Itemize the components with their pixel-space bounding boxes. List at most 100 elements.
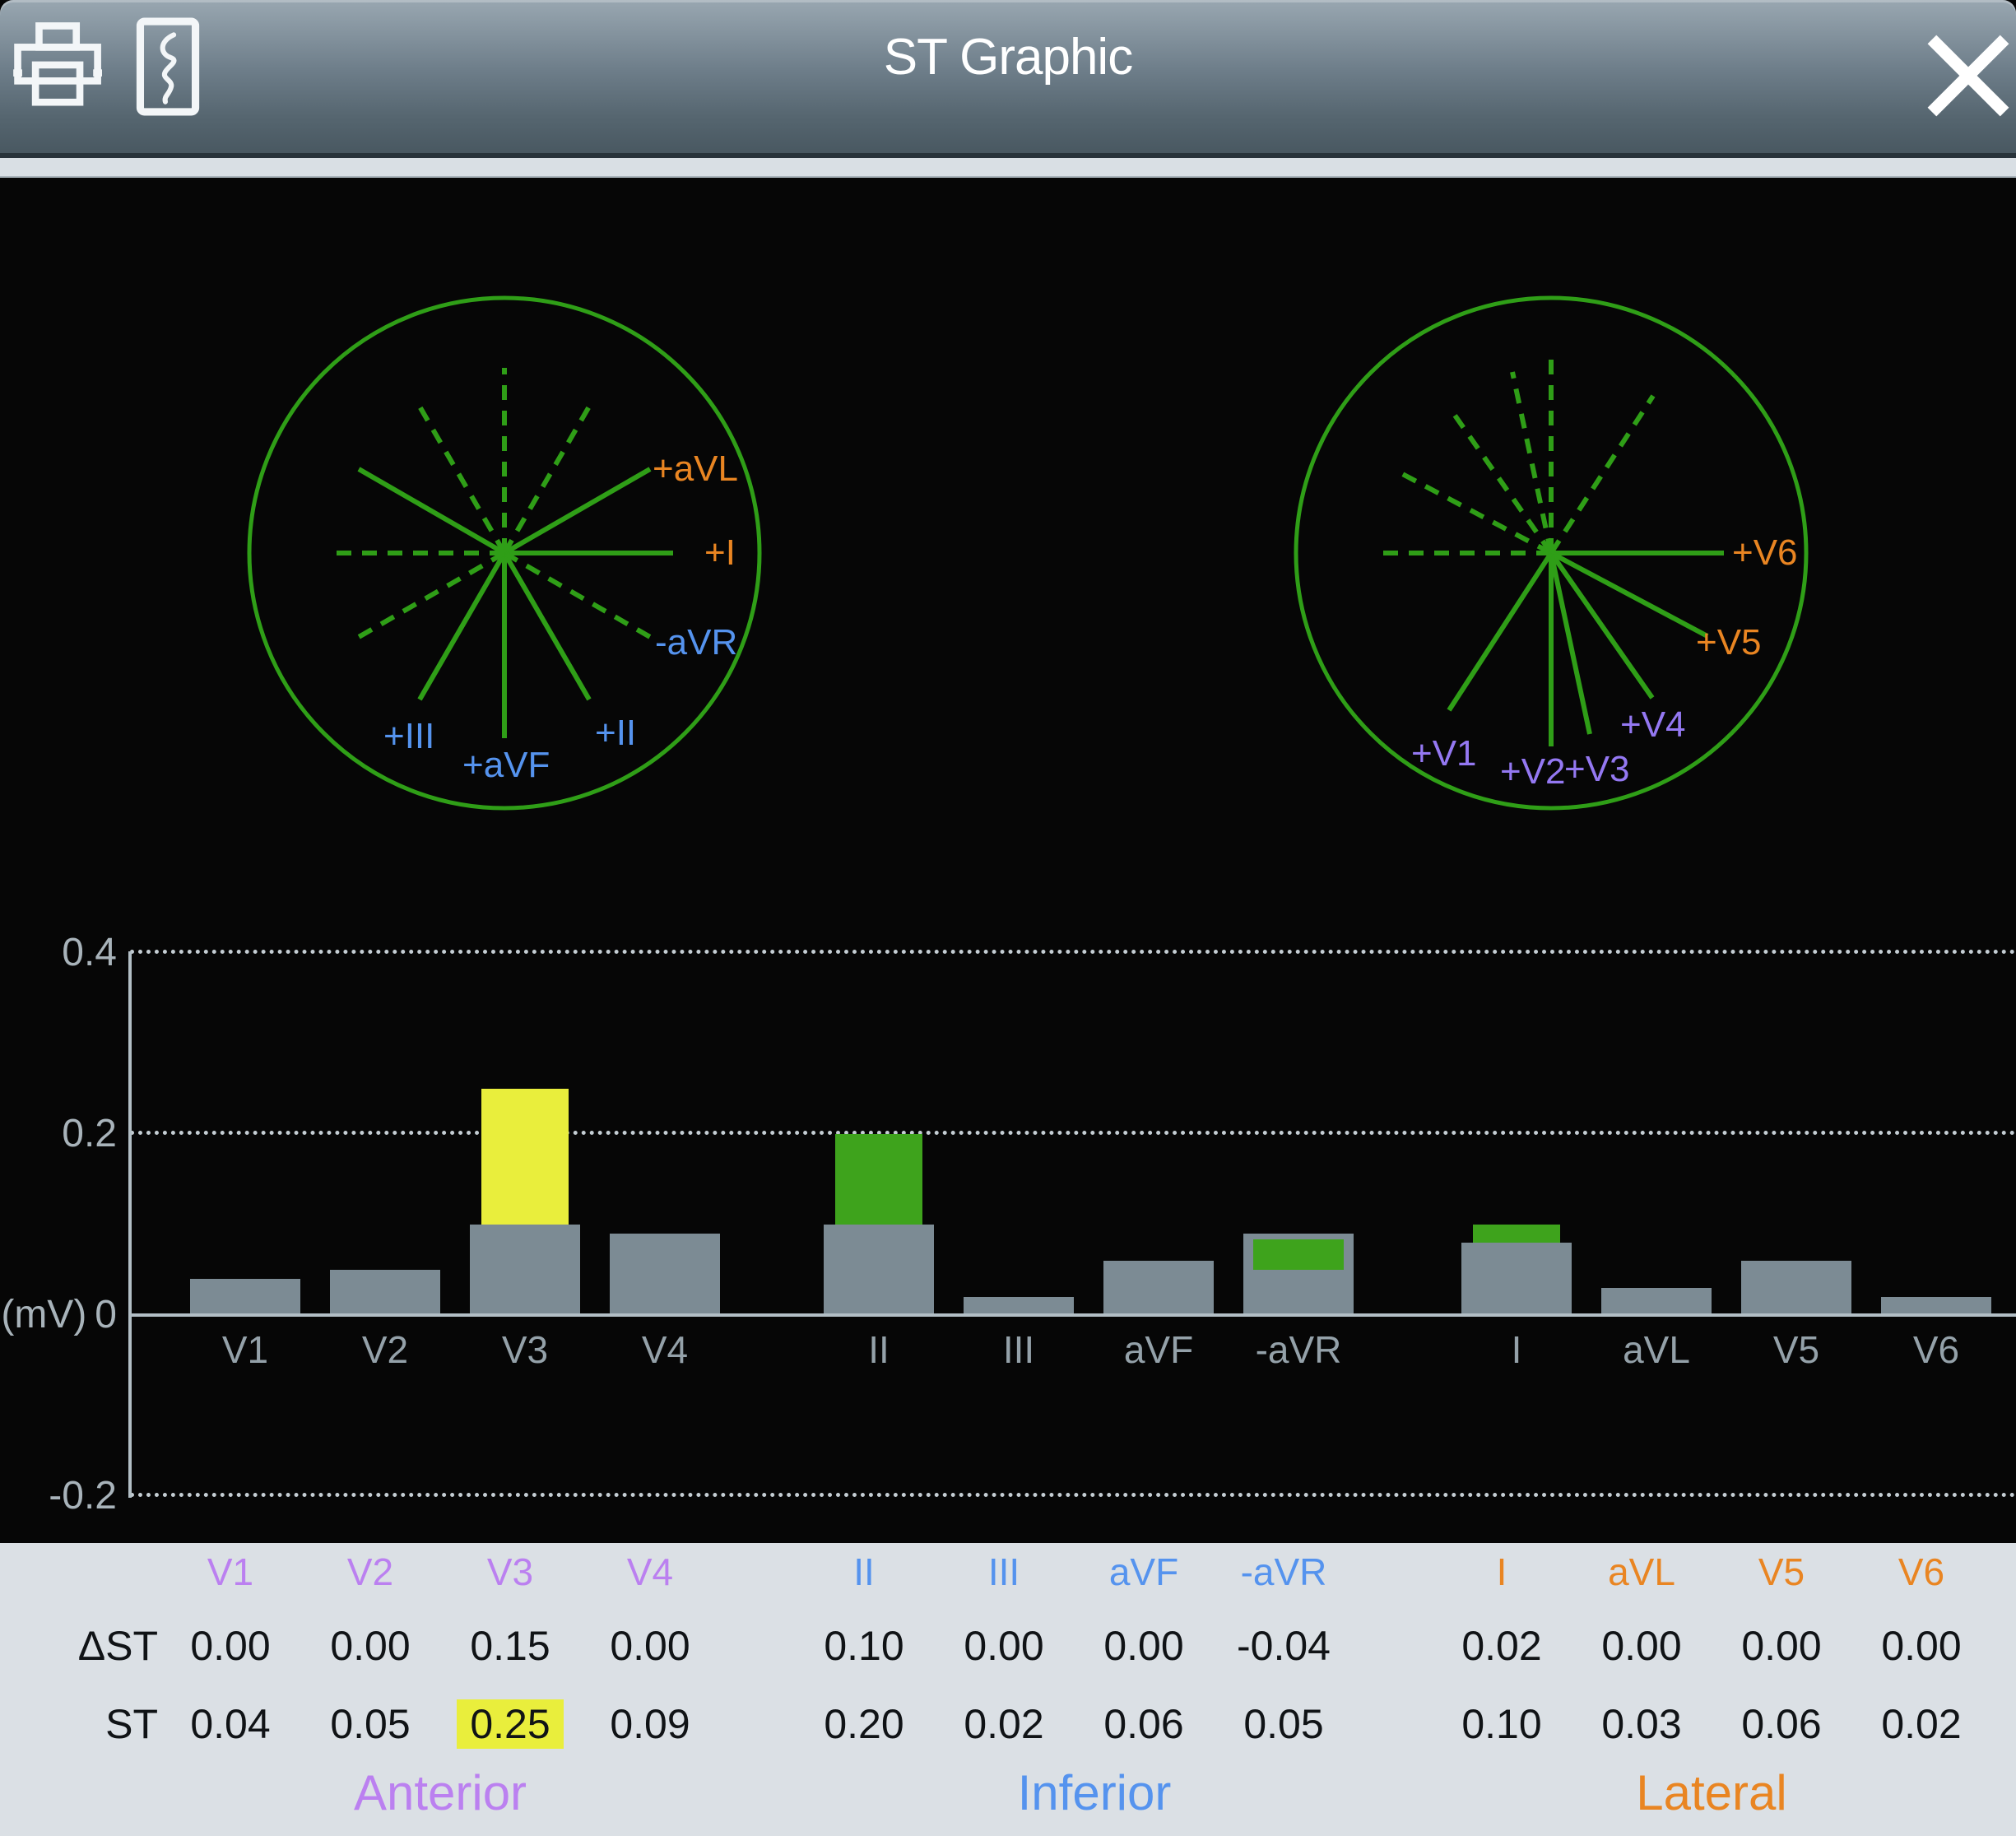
horizontal-axis-diagram: +V6 +V5 +V4 +V3 +V2 +V1 [1294,295,1809,811]
bar-V3 [470,1225,580,1315]
cell-delta-st-V1: 0.00 [190,1623,271,1669]
gridline-0p4 [130,950,2016,954]
horizontal-label-V2: +V2 [1500,751,1566,792]
bar-label-V3: V3 [501,1328,549,1371]
cell-st-II: 0.20 [824,1701,904,1747]
cell-delta-st-V5: 0.00 [1741,1623,1822,1669]
highlighted-st-value: 0.25 [457,1699,564,1749]
group-label-inferior: Inferior [1017,1765,1172,1820]
cell-st-V5: 0.06 [1741,1701,1822,1747]
y-axis-line [128,951,132,1498]
group-label-lateral: Lateral [1636,1765,1787,1820]
cell-st-V2: 0.05 [330,1701,411,1747]
cell-st-aVF: 0.06 [1103,1701,1184,1747]
titlebar-divider [0,158,2016,178]
table-header-II: II [853,1550,875,1593]
bar-label-aVL: aVL [1623,1328,1690,1371]
horizontal-label-V4: +V4 [1620,704,1686,745]
cell-delta-st-III: 0.00 [964,1623,1044,1669]
table-header-V5: V5 [1758,1550,1805,1593]
close-button[interactable] [1921,28,2016,123]
bar-III [964,1297,1074,1315]
print-button[interactable] [12,21,102,110]
recording-strip-icon [130,17,206,119]
y-tick-0.2: 0.2 [62,1112,117,1155]
horizontal-label-V5: +V5 [1696,622,1762,662]
cell-delta-st-V2: 0.00 [330,1623,411,1669]
bar-V2 [330,1270,440,1315]
title-bar: ST Graphic [0,0,2016,158]
table-header--aVR: -aVR [1240,1550,1327,1593]
page-title: ST Graphic [883,29,1133,86]
cell-delta-st-II: 0.10 [824,1623,904,1669]
cell-st-V3: 0.25 [432,1699,588,1749]
y-tick-0: (mV) 0 [1,1293,117,1336]
bar-label-V1: V1 [221,1328,269,1371]
bar-segment-V3 [481,1089,569,1225]
gridline-0p2 [130,1131,2016,1135]
frontal-label-III: +III [383,716,434,756]
frontal-label-I: +I [704,532,736,573]
bar-label-II: II [868,1328,890,1371]
cell-st-I: 0.10 [1461,1701,1542,1747]
horizontal-label-V1: +V1 [1411,733,1477,774]
bar-label-V5: V5 [1772,1328,1820,1371]
table-header-V1: V1 [207,1550,254,1593]
cell-delta-st-V4: 0.00 [610,1623,690,1669]
table-header-III: III [987,1550,1020,1593]
bar-I [1461,1243,1572,1315]
cell-delta-st-aVF: 0.00 [1103,1623,1184,1669]
y-tick--0.2: -0.2 [49,1474,117,1518]
cell-st-V4: 0.09 [610,1701,690,1747]
gridline-neg0p2 [130,1493,2016,1497]
bar-label-V4: V4 [641,1328,689,1371]
table-header-I: I [1496,1550,1507,1593]
bar-V6 [1881,1297,1991,1315]
row-label-delta-st: ΔST [77,1623,158,1669]
horizontal-label-V3: +V3 [1564,749,1630,789]
bar-aVF [1103,1261,1214,1315]
row-label-st: ST [105,1701,158,1747]
cell-delta-st-I: 0.02 [1461,1623,1542,1669]
printer-icon [12,22,102,113]
cell-delta-st-V3: 0.15 [470,1623,550,1669]
bar-label--aVR: -aVR [1255,1328,1342,1371]
y-axis-unit: (mV) [1,1293,87,1336]
bar-aVL [1601,1288,1712,1315]
table-header-V6: V6 [1898,1550,1945,1593]
cell-delta-st-aVL: 0.00 [1601,1623,1682,1669]
group-label-anterior: Anterior [353,1765,527,1820]
bar-II [824,1225,934,1315]
bar-label-III: III [1002,1328,1035,1371]
cell-st-V1: 0.04 [190,1701,271,1747]
close-icon [1921,35,2016,126]
bar-label-I: I [1511,1328,1522,1371]
bar-label-V6: V6 [1912,1328,1960,1371]
table-header-V4: V4 [626,1550,674,1593]
cell-delta-st-V6: 0.00 [1881,1623,1962,1669]
bar-segment-I [1473,1225,1560,1243]
x-axis-baseline [128,1313,2016,1317]
table-header-V2: V2 [346,1550,394,1593]
table-header-V3: V3 [486,1550,534,1593]
bar-V5 [1741,1261,1851,1315]
bar-segment--aVR [1253,1239,1344,1270]
frontal-label-aVL: +aVL [653,449,738,489]
cell-st-III: 0.02 [964,1701,1044,1747]
frontal-label-aVF: +aVF [462,745,550,785]
table-header-aVF: aVF [1108,1550,1179,1593]
cell-st-V6: 0.02 [1881,1701,1962,1747]
record-strip-button[interactable] [130,16,206,117]
y-tick-0.4: 0.4 [62,931,117,974]
bar-label-aVF: aVF [1123,1328,1194,1371]
cell-delta-st--aVR: -0.04 [1237,1623,1331,1669]
bar-V1 [190,1279,300,1315]
table-header-aVL: aVL [1608,1550,1675,1593]
frontal-label-II: +II [595,713,636,753]
bar-V4 [610,1234,720,1315]
bar-segment-II [835,1134,922,1225]
frontal-label-negaVR: -aVR [655,622,737,662]
cell-st-aVL: 0.03 [1601,1701,1682,1747]
